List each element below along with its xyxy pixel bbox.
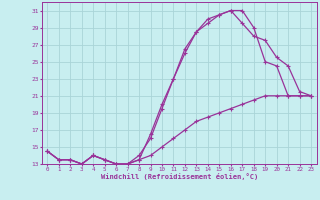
- X-axis label: Windchill (Refroidissement éolien,°C): Windchill (Refroidissement éolien,°C): [100, 173, 258, 180]
